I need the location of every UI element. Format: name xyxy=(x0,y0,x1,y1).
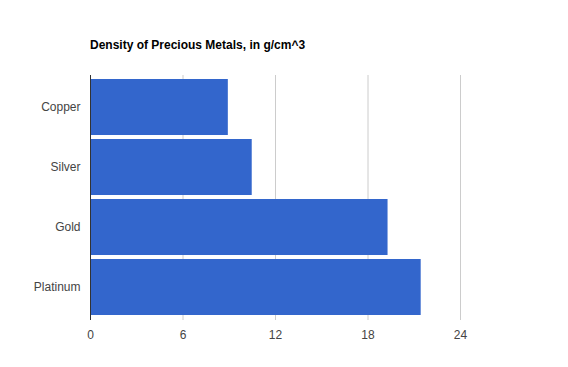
svg-text:18: 18 xyxy=(361,328,375,342)
svg-text:6: 6 xyxy=(180,328,187,342)
svg-text:Gold: Gold xyxy=(55,220,80,234)
svg-text:12: 12 xyxy=(269,328,283,342)
svg-text:24: 24 xyxy=(454,328,468,342)
html-text:Density of Precious Metals, in: Density of Precious Metals, in g/cm^3 xyxy=(90,38,306,52)
svg-text:Platinum: Platinum xyxy=(34,280,81,294)
svg-text:Copper: Copper xyxy=(41,100,80,114)
svg-text:Silver: Silver xyxy=(50,160,80,174)
svg-text:0: 0 xyxy=(87,328,94,342)
